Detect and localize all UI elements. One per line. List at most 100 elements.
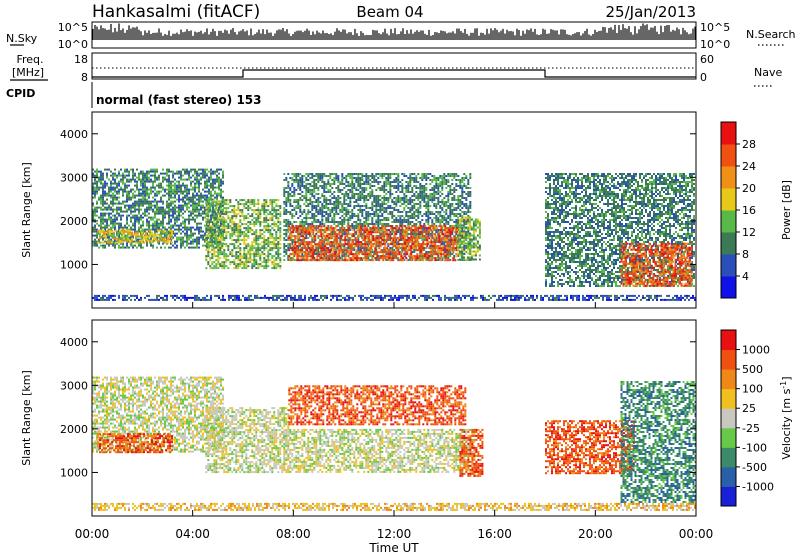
power-echo-cell [216,193,218,195]
power-echo-cell [389,183,391,185]
power-echo-cell [385,259,387,261]
power-echo-cell [235,265,237,267]
power-echo-cell [267,243,269,245]
power-echo-cell [227,207,229,209]
power-echo-cell [198,247,200,249]
power-echo-cell [186,171,188,173]
power-echo-cell [257,203,259,205]
power-echo-cell [379,199,381,201]
power-echo-cell [174,241,176,243]
power-echo-cell [291,183,293,185]
power-echo-cell [172,217,174,219]
power-echo-cell [190,183,192,185]
power-echo-cell [269,229,271,231]
power-echo-cell [172,207,174,209]
power-echo-cell [221,239,223,241]
power-echo-cell [323,223,325,225]
power-echo-cell [261,247,263,249]
power-echo-cell [329,175,331,177]
power-echo-cell [351,185,353,187]
power-echo-cell [170,185,172,187]
power-echo-cell [184,235,186,237]
power-echo-cell [409,221,411,223]
power-echo-cell [108,205,110,207]
power-echo-cell [241,267,243,269]
power-echo-cell [148,227,150,229]
power-echo-cell [165,234,167,236]
power-echo-cell [151,234,153,236]
power-echo-cell [135,242,137,244]
power-echo-cell [401,231,403,233]
power-echo-cell [243,249,245,251]
power-echo-cell [96,201,98,203]
power-echo-cell [307,205,309,207]
power-echo-cell [413,223,415,225]
power-echo-cell [212,195,214,197]
power-echo-cell [178,173,180,175]
power-echo-cell [339,197,341,199]
power-echo-cell [323,189,325,191]
power-echo-cell [202,177,204,179]
power-echo-cell [269,241,271,243]
power-echo-cell [415,185,417,187]
power-echo-cell [154,189,156,191]
power-echo-cell [114,221,116,223]
power-echo-cell [125,230,127,232]
power-echo-cell [161,230,163,232]
power-echo-cell [155,234,157,236]
power-echo-cell [120,187,122,189]
power-echo-cell [365,211,367,213]
power-echo-cell [223,201,225,203]
power-echo-cell [118,215,120,217]
power-echo-cell [325,203,327,205]
power-echo-cell [138,229,140,231]
power-echo-cell [397,175,399,177]
power-echo-cell [208,193,210,195]
power-echo-cell [231,239,233,241]
power-echo-cell [357,209,359,211]
power-echo-cell [160,225,162,227]
power-echo-cell [96,193,98,195]
power-echo-cell [285,197,287,199]
power-echo-cell [369,255,371,257]
power-echo-cell [321,217,323,219]
power-echo-cell [219,201,221,203]
power-echo-cell [160,213,162,215]
power-echo-cell [174,233,176,235]
power-echo-cell [186,179,188,181]
power-echo-cell [409,217,411,219]
power-echo-cell [200,199,202,201]
power-echo-cell [118,209,120,211]
power-echo-cell [437,229,439,231]
power-echo-cell [205,267,207,269]
power-echo-cell [219,245,221,247]
power-echo-cell [188,193,190,195]
power-echo-cell [154,201,156,203]
power-echo-cell [405,189,407,191]
power-echo-cell [279,237,281,239]
power-echo-cell [144,179,146,181]
power-echo-cell [100,201,102,203]
power-echo-cell [227,249,229,251]
power-echo-cell [449,217,451,219]
power-echo-cell [164,215,166,217]
power-echo-cell [134,175,136,177]
power-echo-cell [329,173,331,175]
power-echo-cell [102,187,104,189]
power-echo-cell [393,249,395,251]
power-echo-cell [202,213,204,215]
power-echo-cell [152,229,154,231]
power-echo-cell [194,189,196,191]
power-echo-cell [397,209,399,211]
power-echo-cell [395,221,397,223]
power-echo-cell [417,195,419,197]
power-echo-cell [325,205,327,207]
power-echo-cell [447,255,449,257]
power-echo-cell [343,209,345,211]
power-echo-cell [154,177,156,179]
power-echo-cell [94,181,96,183]
power-echo-cell [124,191,126,193]
power-echo-cell [409,207,411,209]
power-echo-cell [114,215,116,217]
power-echo-cell [217,263,219,265]
